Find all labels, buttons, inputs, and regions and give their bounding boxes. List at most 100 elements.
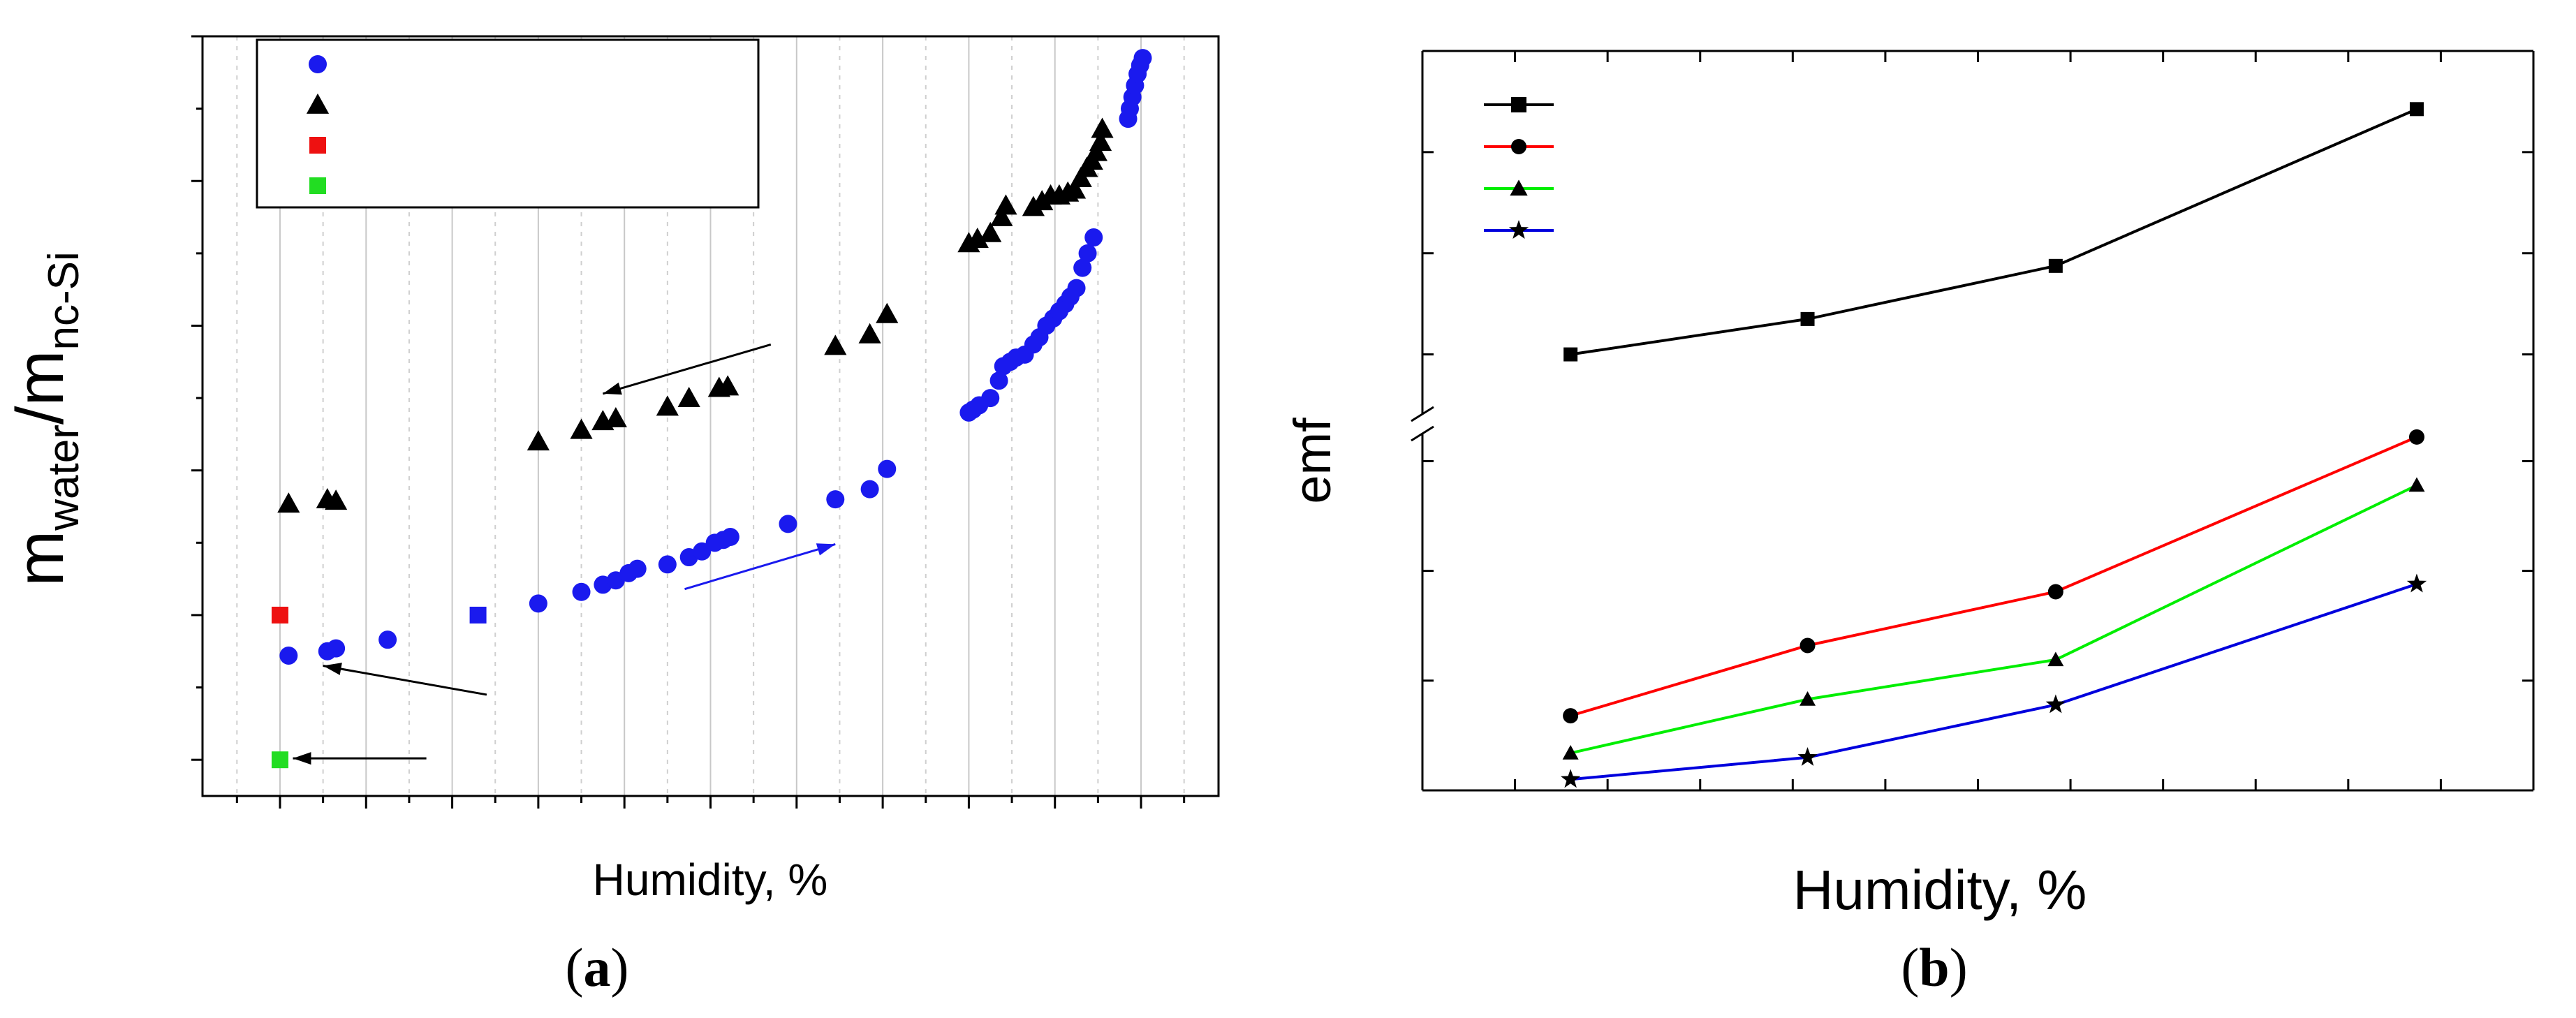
data-point-triangle xyxy=(979,221,1002,242)
data-point-triangle xyxy=(966,228,989,249)
data-point-triangle xyxy=(858,323,881,344)
data-point-triangle xyxy=(1069,166,1092,187)
panel-a-x-ticks xyxy=(235,796,1186,809)
data-point-square xyxy=(2048,258,2063,273)
annotation-arrow xyxy=(602,343,772,395)
data-point-circle xyxy=(779,515,797,533)
series-line xyxy=(1570,484,2417,755)
data-point-triangle xyxy=(570,418,593,439)
data-point-triangle xyxy=(604,407,627,427)
data-point-triangle xyxy=(990,205,1013,226)
data-point-circle xyxy=(378,630,397,649)
data-point-circle xyxy=(658,555,677,574)
data-point-square xyxy=(469,606,487,624)
panel-a-y-axis-label: mwater/mnc-Si xyxy=(3,251,88,586)
panel-b-legend xyxy=(1484,97,1554,239)
data-point-triangle xyxy=(716,375,739,396)
data-point-circle xyxy=(1133,49,1152,68)
panel-a-caption: (a) xyxy=(566,937,629,998)
data-point-triangle xyxy=(1084,140,1108,161)
series-markers-2 xyxy=(1562,477,2425,760)
data-point-star xyxy=(2406,573,2427,593)
data-point-circle xyxy=(2047,584,2063,600)
panel-b-y-ticks xyxy=(1422,50,2533,792)
panel-a-x-axis-label: Humidity, % xyxy=(593,855,828,905)
panel-b-y-axis-label: emf xyxy=(1283,418,1341,504)
panel-a-markers xyxy=(271,49,1152,769)
data-point-triangle xyxy=(876,302,899,323)
data-point-circle xyxy=(860,480,879,499)
data-point-circle xyxy=(2408,429,2424,445)
data-point-circle xyxy=(826,490,845,509)
annotation-arrow-head xyxy=(816,543,836,556)
series-3 xyxy=(271,751,288,769)
series-2 xyxy=(271,606,288,624)
data-point-circle xyxy=(721,528,739,547)
panel-b: Humidity, % emf (b) xyxy=(1283,50,2535,998)
data-point-circle xyxy=(327,639,346,658)
annotation-arrow-shaft xyxy=(684,543,836,591)
data-point-circle xyxy=(1067,279,1086,297)
series-4 xyxy=(469,606,487,624)
data-point-triangle xyxy=(325,489,348,510)
data-point-circle xyxy=(1078,244,1097,263)
data-point-triangle xyxy=(1063,178,1087,199)
axis-break-mark xyxy=(1411,406,1434,422)
data-point-triangle xyxy=(1562,745,1579,760)
data-point-triangle xyxy=(2047,651,2064,667)
data-point-circle xyxy=(1799,637,1816,654)
panel-b-x-axis-label: Humidity, % xyxy=(1793,859,2087,921)
series-line xyxy=(1570,436,2417,718)
data-point-triangle xyxy=(277,492,300,513)
panel-b-plot-frame xyxy=(1411,50,2535,792)
annotation-arrow-head xyxy=(323,663,342,675)
legend-marker xyxy=(1511,139,1526,154)
data-point-triangle xyxy=(2408,477,2425,492)
data-point-square xyxy=(271,606,288,624)
legend-marker xyxy=(1510,179,1528,196)
data-point-triangle xyxy=(527,430,550,451)
axis-break-mark xyxy=(1411,425,1434,442)
data-point-circle xyxy=(1084,228,1103,247)
data-point-triangle xyxy=(677,386,700,407)
data-point-triangle xyxy=(824,334,847,355)
legend-marker xyxy=(1511,97,1526,112)
data-point-circle xyxy=(989,371,1008,390)
data-point-triangle xyxy=(1091,117,1114,138)
panel-a: Humidity, % mwater/mnc-Si (a) xyxy=(3,35,1220,998)
annotation-arrow-shaft xyxy=(323,665,487,696)
annotation-arrow xyxy=(684,543,836,591)
panel-a-legend-box xyxy=(256,38,760,209)
data-point-square xyxy=(1563,347,1578,362)
data-point-circle xyxy=(693,542,712,561)
data-point-circle xyxy=(878,459,897,478)
data-point-triangle xyxy=(994,194,1017,215)
series-line xyxy=(1570,108,2417,356)
data-point-square xyxy=(271,751,288,769)
legend-marker xyxy=(309,177,326,194)
data-point-circle xyxy=(572,582,591,601)
data-point-triangle xyxy=(656,395,679,416)
annotation-arrow xyxy=(323,663,487,696)
annotation-arrow-head xyxy=(293,752,311,765)
annotation-arrow-head xyxy=(603,382,622,395)
legend-marker xyxy=(306,93,330,114)
panel-b-caption: (b) xyxy=(1901,937,1967,998)
annotation-arrow-shaft xyxy=(602,343,772,395)
panel-b-lines xyxy=(1570,108,2417,781)
data-point-star xyxy=(2045,694,2066,714)
legend-marker xyxy=(309,55,327,73)
series-line xyxy=(1570,582,2417,781)
series-markers-1 xyxy=(1563,429,2424,724)
data-point-circle xyxy=(981,389,1000,408)
panel-b-markers xyxy=(1561,102,2427,788)
panel-a-legend xyxy=(256,38,760,209)
data-point-triangle xyxy=(1089,131,1112,152)
annotation-arrow xyxy=(293,752,427,765)
panel-a-y-ticks xyxy=(191,35,203,761)
data-point-square xyxy=(2409,102,2424,117)
series-1 xyxy=(277,117,1114,513)
data-point-circle xyxy=(1563,708,1579,724)
series-0 xyxy=(279,49,1152,665)
